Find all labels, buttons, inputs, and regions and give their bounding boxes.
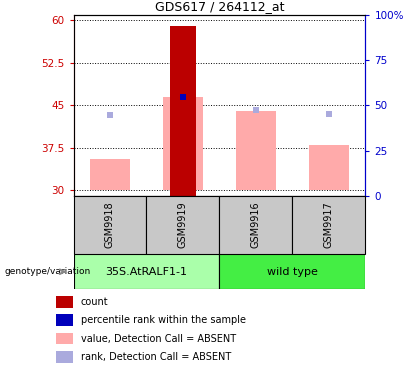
Text: value, Detection Call = ABSENT: value, Detection Call = ABSENT [81,333,236,344]
Text: GSM9918: GSM9918 [105,202,115,249]
Text: percentile rank within the sample: percentile rank within the sample [81,315,246,325]
Bar [55,333,73,344]
Text: genotype/variation: genotype/variation [4,267,90,276]
Bar [220,196,292,254]
Bar [55,351,73,363]
Bar [236,111,276,190]
Bar [309,145,349,190]
Text: GSM9919: GSM9919 [178,202,188,249]
Bar [90,159,130,190]
Bar [74,196,147,254]
Text: GSM9916: GSM9916 [251,202,261,249]
Bar [147,196,220,254]
Bar [163,97,203,190]
Text: 35S.AtRALF1-1: 35S.AtRALF1-1 [105,267,187,277]
Bar [55,314,73,326]
Title: GDS617 / 264112_at: GDS617 / 264112_at [155,0,284,14]
Bar [170,26,196,196]
Text: rank, Detection Call = ABSENT: rank, Detection Call = ABSENT [81,352,231,362]
Bar [55,296,73,308]
Text: count: count [81,297,108,307]
Bar [220,254,365,289]
Text: GSM9917: GSM9917 [324,202,334,249]
Bar [74,254,220,289]
Text: wild type: wild type [267,267,318,277]
Bar [292,196,365,254]
